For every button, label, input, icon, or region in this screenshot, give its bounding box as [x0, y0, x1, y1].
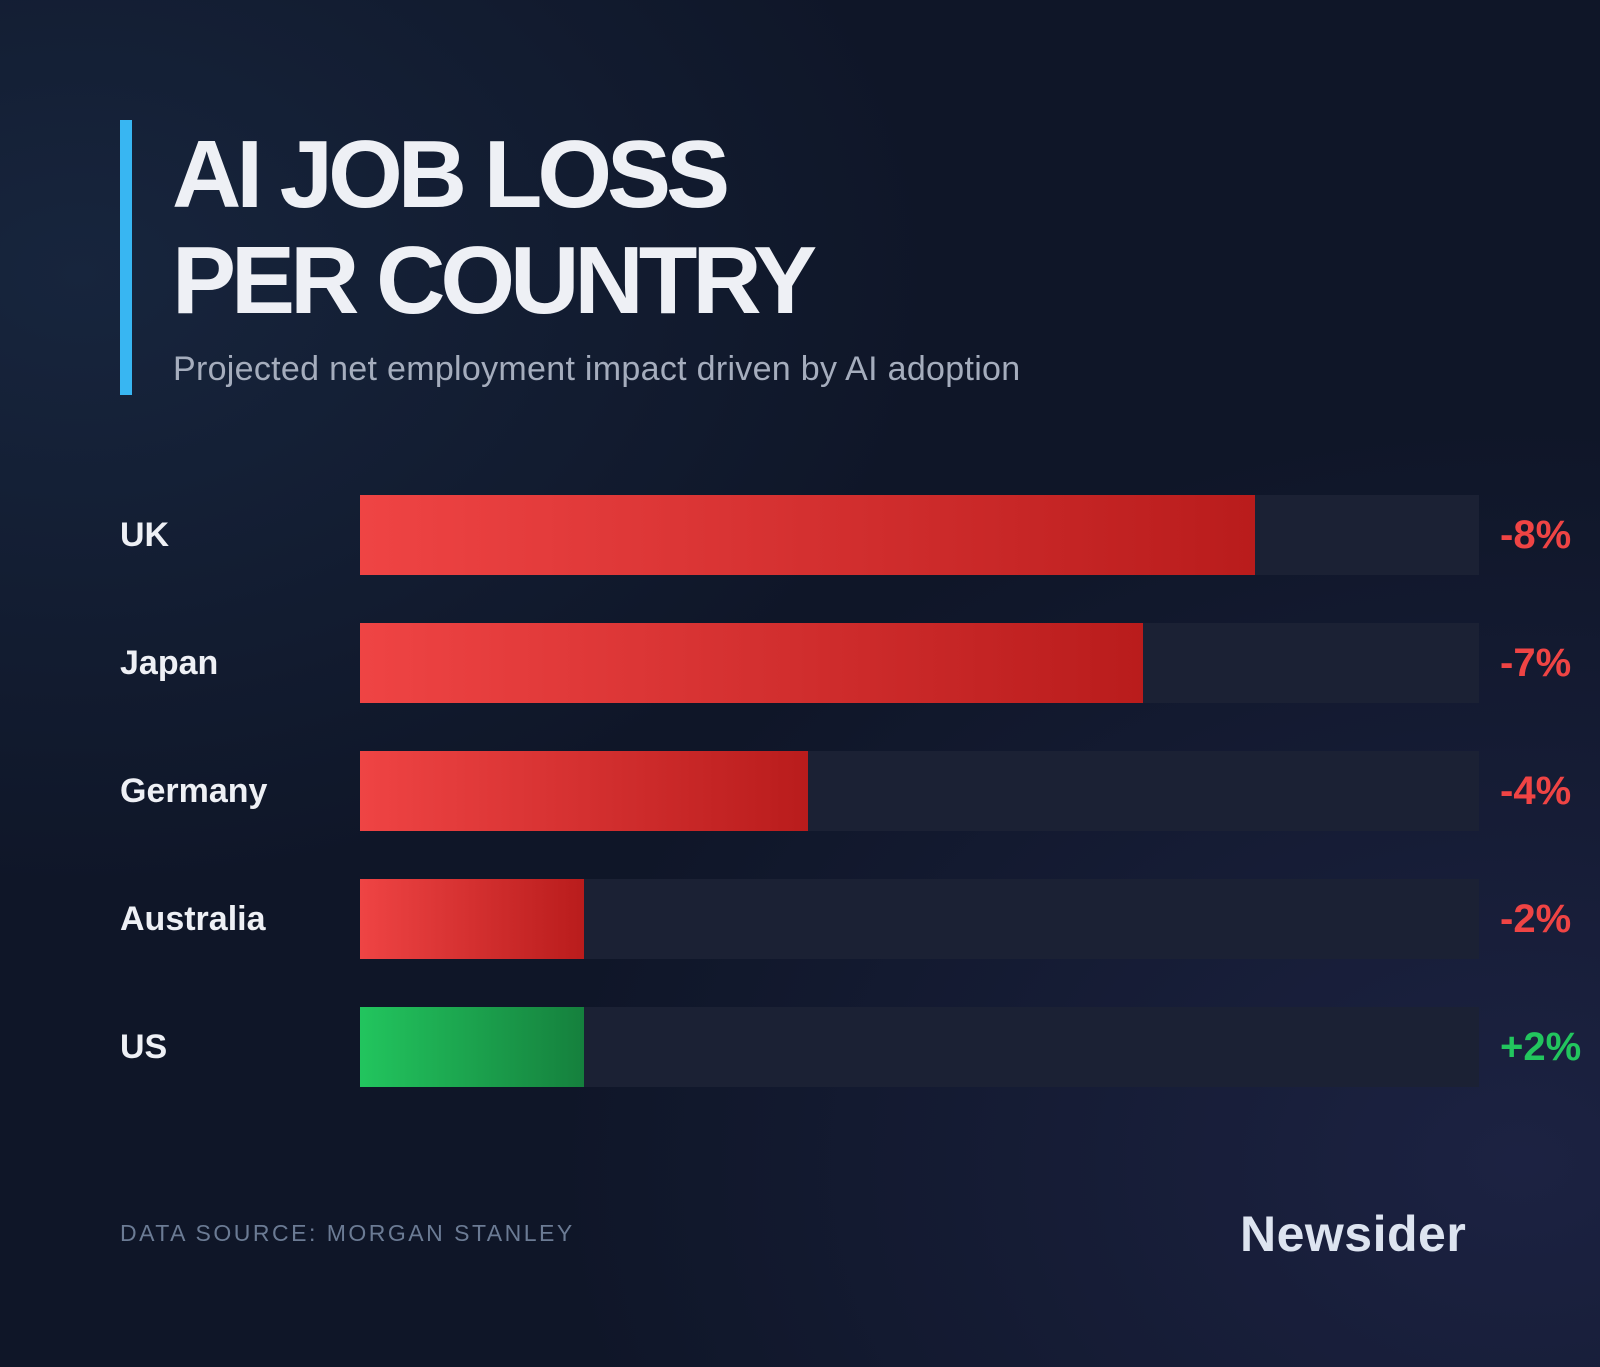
subtitle: Projected net employment impact driven b… — [173, 350, 1021, 388]
brand-logo: Newsider — [1240, 1206, 1467, 1262]
bar-track — [360, 623, 1479, 703]
chart-row: Japan -7% — [0, 623, 1600, 703]
data-source: DATA SOURCE: MORGAN STANLEY — [120, 1220, 575, 1246]
country-label: Germany — [120, 772, 268, 810]
bar-track — [360, 879, 1479, 959]
chart-row: Germany -4% — [0, 751, 1600, 831]
chart-row: UK -8% — [0, 495, 1600, 575]
value-label: -7% — [1500, 641, 1572, 685]
chart-row: Australia -2% — [0, 879, 1600, 959]
bar-track — [360, 1007, 1479, 1087]
country-label: Australia — [120, 900, 266, 938]
chart-row: US +2% — [0, 1007, 1600, 1087]
country-label: Japan — [120, 644, 219, 682]
value-label: -8% — [1500, 513, 1572, 557]
bar-fill — [360, 495, 1255, 575]
value-label: +2% — [1500, 1025, 1582, 1069]
bar-fill — [360, 623, 1143, 703]
bar-track — [360, 495, 1479, 575]
bar-track — [360, 751, 1479, 831]
value-label: -4% — [1500, 769, 1572, 813]
country-label: US — [120, 1028, 168, 1066]
page-title: AI JOB LOSS PER COUNTRY — [172, 121, 817, 334]
bar-fill — [360, 879, 584, 959]
bar-fill — [360, 1007, 584, 1087]
accent-bar — [120, 120, 132, 395]
bar-fill — [360, 751, 808, 831]
country-label: UK — [120, 516, 170, 554]
value-label: -2% — [1500, 897, 1572, 941]
title-line-2: PER COUNTRY — [172, 227, 817, 334]
title-line-1: AI JOB LOSS — [172, 121, 730, 228]
